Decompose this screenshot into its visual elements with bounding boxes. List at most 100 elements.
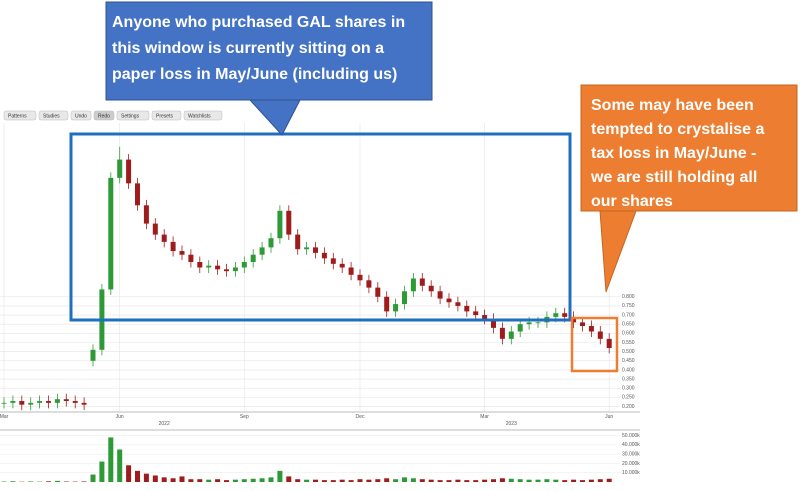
candle-body xyxy=(37,401,43,403)
volume-bar xyxy=(464,480,470,482)
volume-bar xyxy=(259,478,265,482)
callout-text: this window is currently sitting on a xyxy=(112,40,384,57)
volume-bar xyxy=(46,481,51,482)
toolbar-button[interactable] xyxy=(183,110,223,121)
candle-body xyxy=(330,258,336,264)
volume-bar xyxy=(428,479,434,482)
volume-bar xyxy=(224,480,229,482)
volume-bar xyxy=(321,480,327,482)
candle-body xyxy=(108,177,114,290)
candle-body xyxy=(428,285,434,292)
toolbar-label: Watchlists xyxy=(188,114,211,120)
candle-body xyxy=(517,324,523,332)
volume-bar xyxy=(437,480,443,482)
volume-bar xyxy=(553,479,559,482)
volume-bar xyxy=(241,479,247,482)
toolbar-button[interactable] xyxy=(93,110,115,121)
toolbar-label: Studies xyxy=(43,114,60,120)
candle-body xyxy=(19,401,25,405)
candle-body xyxy=(526,322,532,325)
candle-body xyxy=(232,267,238,272)
y-tick-label: 0.250 xyxy=(622,395,635,401)
y-tick-label: 0.400 xyxy=(622,367,635,373)
candle-body xyxy=(366,280,372,288)
candle-body xyxy=(188,254,194,263)
volume-bar xyxy=(606,478,612,482)
y-tick-label: 0.800 xyxy=(622,294,635,300)
volume-bar xyxy=(161,477,167,482)
toolbar-label: Settings xyxy=(121,114,140,120)
candle-body xyxy=(491,318,496,328)
volume-bar xyxy=(152,475,158,482)
volume-bar xyxy=(357,479,363,482)
candle-body xyxy=(482,315,488,319)
candle-body xyxy=(473,311,479,316)
candle-body xyxy=(161,234,167,242)
candle-body xyxy=(10,401,16,403)
candle-body xyxy=(90,349,96,361)
volume-bar xyxy=(482,479,488,482)
volume-panel xyxy=(1,437,612,482)
y-tick-label: 0.200 xyxy=(622,404,635,410)
toolbar-button[interactable] xyxy=(3,110,37,121)
volume-bar xyxy=(304,479,310,482)
volume-bar xyxy=(268,477,274,482)
volume-bar xyxy=(544,479,550,482)
volume-tick-label: 20.000k xyxy=(622,461,640,467)
toolbar-button[interactable] xyxy=(38,110,69,121)
highlight-recent xyxy=(570,316,619,373)
volume-tick-label: 10.000k xyxy=(622,470,640,476)
volume-bar xyxy=(393,479,399,482)
candle-body xyxy=(126,159,132,184)
candle-body xyxy=(321,252,327,259)
volume-bar xyxy=(597,479,603,482)
y-tick-label: 0.750 xyxy=(622,303,635,309)
volume-bar xyxy=(580,480,585,482)
grid xyxy=(0,123,620,474)
volume-bar xyxy=(10,481,16,482)
candle-body xyxy=(562,313,568,317)
y-tick-label: 0.450 xyxy=(622,358,635,364)
toolbar: Patterns Studies Undo Redo Settings Presets Wa… xyxy=(3,110,223,121)
volume-bar xyxy=(588,479,594,482)
callout-text: our shares xyxy=(591,193,673,210)
volume-bar xyxy=(28,481,34,482)
volume-tick-label: 30.000k xyxy=(622,451,640,457)
volume-bar xyxy=(473,480,479,482)
volume-bar xyxy=(99,461,105,482)
candle-body xyxy=(357,274,363,281)
candle-body xyxy=(135,183,140,206)
candle-body xyxy=(410,278,416,292)
volume-bar xyxy=(526,479,532,482)
candle-body xyxy=(81,402,87,405)
candle-body xyxy=(206,265,212,268)
callout-text: we are still holding all xyxy=(590,169,757,186)
candle-body xyxy=(419,278,425,286)
candle-body xyxy=(277,210,283,239)
toolbar-button[interactable] xyxy=(116,110,150,121)
candle-body xyxy=(437,291,443,299)
candles xyxy=(1,146,612,411)
candle-body xyxy=(339,263,345,268)
callout-box xyxy=(105,1,433,101)
volume-bar xyxy=(90,474,96,482)
candle-body xyxy=(313,247,318,253)
candle-body xyxy=(170,241,176,252)
x-year-label: 2023 xyxy=(506,421,517,427)
volume-bar xyxy=(571,479,577,482)
candle-body xyxy=(197,262,203,268)
toolbar-label: Redo xyxy=(98,114,110,120)
volume-bar xyxy=(455,479,461,482)
candle-body xyxy=(268,238,274,248)
callout-text: paper loss in May/June (including us) xyxy=(112,66,397,83)
toolbar-button[interactable] xyxy=(151,110,182,121)
toolbar-button[interactable] xyxy=(70,110,92,121)
x-tick-label: Dec xyxy=(356,414,365,420)
candle-body xyxy=(553,313,559,317)
candle-body xyxy=(179,251,185,255)
volume-bar xyxy=(232,479,238,482)
volume-bar xyxy=(535,479,541,482)
candle-body xyxy=(286,210,292,235)
volume-bar xyxy=(446,480,452,482)
